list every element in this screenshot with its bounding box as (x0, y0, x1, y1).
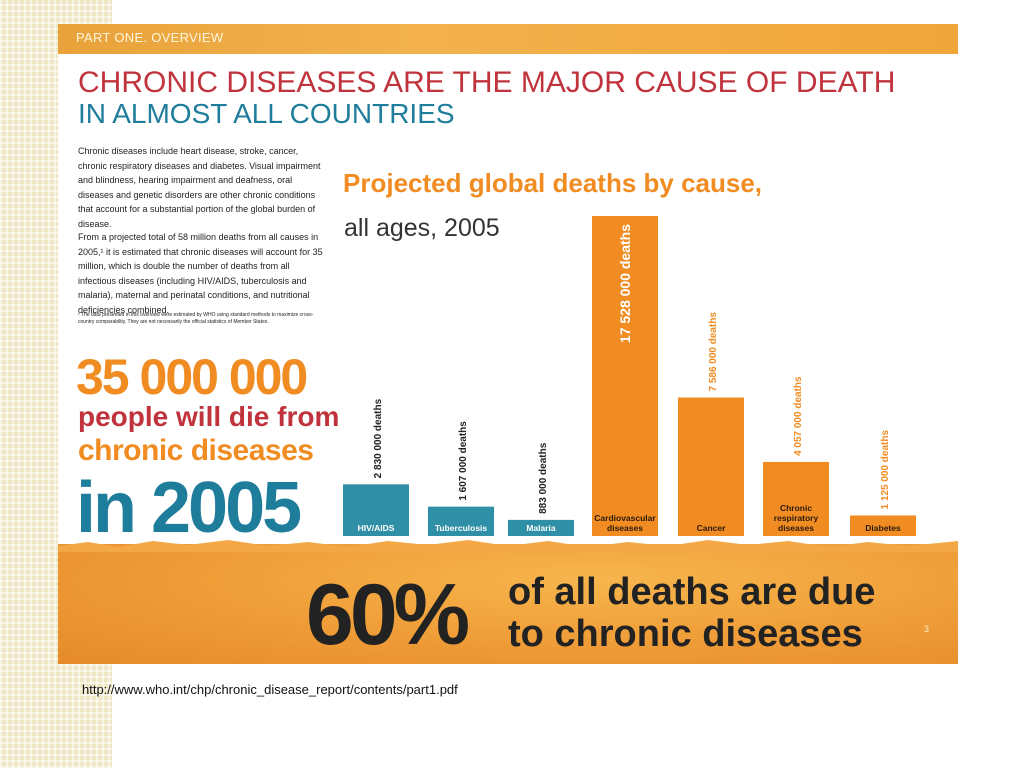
value-label-5: 4 057 000 deaths (793, 376, 804, 456)
body-paragraph-1: Chronic diseases include heart disease, … (78, 146, 321, 229)
callout-line4: in 2005 (76, 468, 302, 548)
callout-line2: people will die from (78, 401, 340, 432)
bar-3 (592, 216, 658, 536)
chart-title: Projected global deaths by cause, (343, 168, 763, 198)
value-label-4: 7 586 000 deaths (708, 312, 719, 392)
bottom-band (58, 544, 958, 664)
percent-text-line2: to chronic diseases (508, 613, 863, 655)
value-label-2: 883 000 deaths (538, 442, 549, 514)
category-label-3: Cardiovascular diseases (594, 513, 656, 533)
category-label-0: HIV/AIDS (358, 523, 395, 533)
chart-subtitle: all ages, 2005 (344, 214, 500, 242)
headline-line1: CHRONIC DISEASES ARE THE MAJOR CAUSE OF … (78, 66, 896, 99)
bar-5 (763, 461, 829, 536)
bar-4 (678, 397, 744, 536)
torn-edge (58, 540, 958, 552)
headline-line2: IN ALMOST ALL COUNTRIES (78, 98, 455, 129)
value-label-3: 17 528 000 deaths (617, 224, 633, 343)
page-number: 3 (924, 624, 930, 634)
body-paragraph-2: From a projected total of 58 million dea… (78, 232, 323, 315)
percent-figure: 60% (306, 567, 470, 663)
category-label-2: Malaria (526, 523, 556, 533)
slide-image: PART ONE. OVERVIEW CHRONIC DISEASES ARE … (58, 24, 958, 664)
category-label-6: Diabetes (865, 523, 901, 533)
bar-0 (343, 484, 409, 536)
callout-number: 35 000 000 (76, 349, 308, 405)
bar-1 (428, 506, 494, 536)
footnote: ¹ The data presented in this overview we… (78, 312, 314, 325)
section-label: PART ONE. OVERVIEW (76, 30, 224, 45)
value-label-1: 1 607 000 deaths (458, 421, 469, 501)
category-label-1: Tuberculosis (435, 523, 488, 533)
bar-6 (850, 515, 916, 536)
category-label-5: Chronic respiratory diseases (774, 503, 819, 533)
callout-line3: chronic diseases (78, 434, 314, 467)
bar-chart: HIV/AIDS 2 830 000 deaths Tuberculosis 1 60… (343, 216, 916, 536)
category-label-4: Cancer (697, 523, 727, 533)
top-band: PART ONE. OVERVIEW (58, 24, 958, 54)
value-label-0: 2 830 000 deaths (373, 398, 384, 478)
percent-text-line1: of all deaths are due (508, 571, 876, 613)
source-url: http://www.who.int/chp/chronic_disease_r… (82, 682, 458, 697)
value-label-6: 1 125 000 deaths (880, 430, 891, 510)
bar-2 (508, 519, 574, 536)
